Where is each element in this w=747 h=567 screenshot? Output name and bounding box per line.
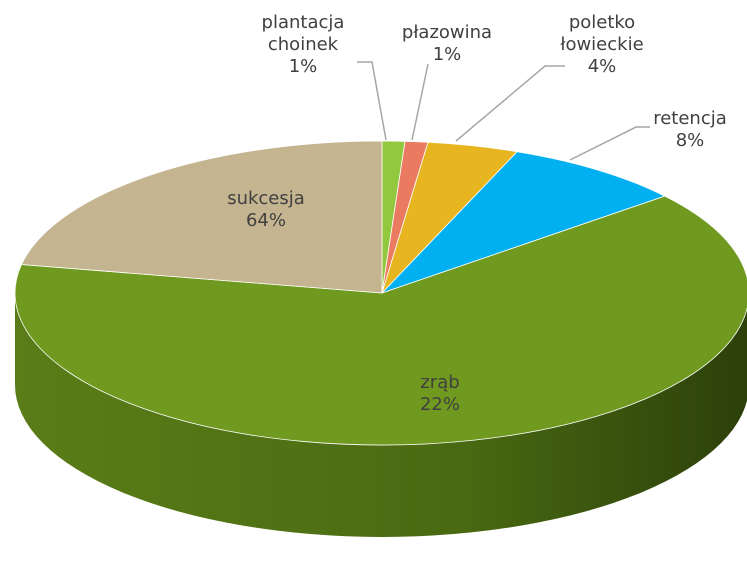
leader-line	[569, 126, 650, 161]
value-label: 4%	[587, 56, 617, 77]
value-label: 64%	[245, 210, 286, 231]
leader-line	[411, 63, 429, 141]
data-label: poletko łowieckie 4%	[542, 12, 662, 78]
leader-line	[357, 61, 387, 141]
category-label: plantacja choinek	[261, 12, 345, 55]
data-label: retencja 8%	[630, 108, 747, 152]
category-label: sukcesja	[227, 188, 305, 209]
category-label: poletko łowieckie	[560, 12, 644, 55]
value-label: 1%	[432, 44, 462, 65]
pie-slice	[14, 195, 747, 446]
pie-slice	[381, 151, 666, 294]
category-label: zrąb	[420, 372, 460, 393]
category-label: płazowina	[401, 22, 493, 43]
value-label: 22%	[419, 394, 460, 415]
data-label: sukcesja 64%	[206, 188, 326, 232]
category-label: retencja	[653, 108, 727, 129]
data-label: plantacja choinek 1%	[243, 12, 363, 78]
value-label: 1%	[288, 56, 318, 77]
data-label: zrąb 22%	[380, 372, 500, 416]
data-label: płazowina 1%	[387, 22, 507, 66]
pie-slice	[20, 140, 383, 294]
slice-side	[15, 293, 747, 537]
value-label: 8%	[675, 130, 705, 151]
leader-line	[455, 65, 565, 142]
